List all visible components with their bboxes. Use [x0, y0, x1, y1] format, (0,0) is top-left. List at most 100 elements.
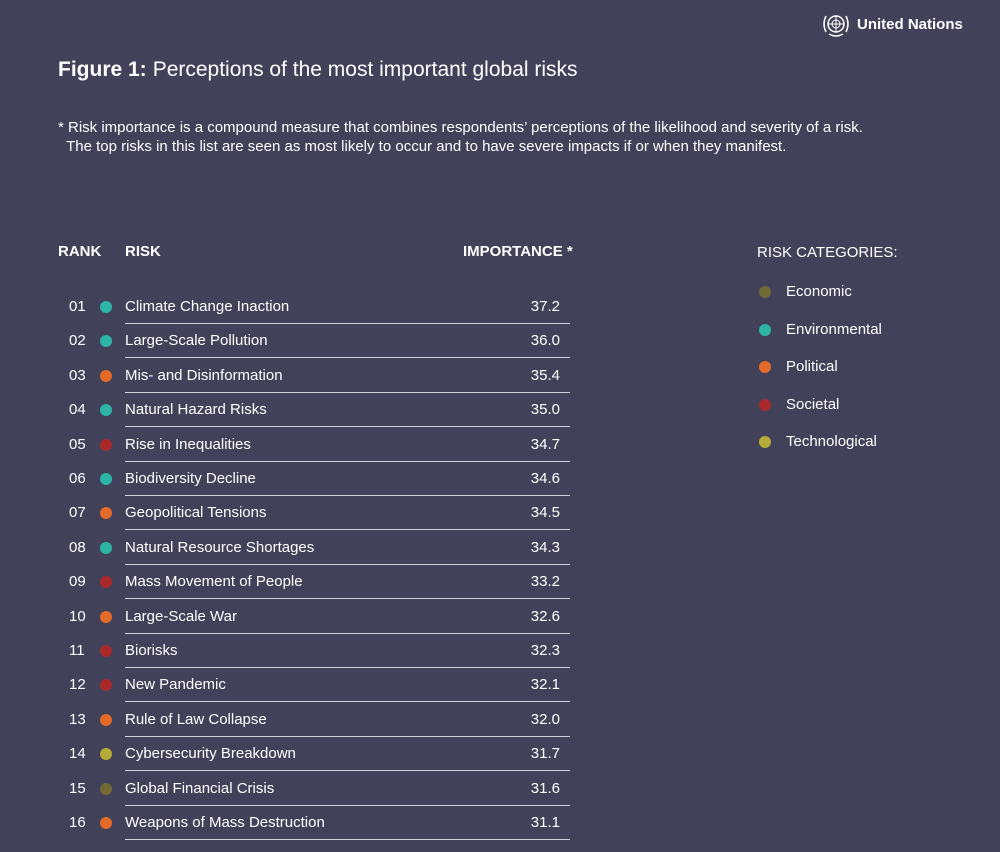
rank-cell: 08 — [69, 538, 86, 556]
risk-cell: Geopolitical Tensions — [125, 504, 267, 522]
risk-cell: Cybersecurity Breakdown — [125, 745, 296, 763]
category-dot — [100, 576, 112, 589]
row-divider — [125, 391, 570, 393]
risk-cell: Natural Hazard Risks — [125, 401, 267, 419]
importance-cell: 33.2 — [530, 573, 560, 591]
risk-cell: Biodiversity Decline — [125, 470, 256, 487]
row-divider — [125, 804, 570, 806]
importance-cell: 34.7 — [530, 435, 560, 453]
legend-dot — [759, 361, 771, 373]
risk-cell: Mis- and Disinformation — [125, 366, 283, 384]
risk-cell: Biorisks — [125, 642, 178, 659]
legend-dot — [759, 323, 771, 336]
importance-cell: 32.6 — [530, 607, 560, 625]
table-row: 05 Rise in Inequalities 34.7 — [58, 428, 570, 462]
un-logo: United Nations — [820, 10, 963, 38]
legend-label: Technological — [786, 433, 877, 450]
category-dot — [100, 473, 112, 485]
table-row: 10 Large-Scale War 32.6 — [58, 600, 570, 634]
rank-cell: 14 — [69, 745, 86, 763]
table-row: 04 Natural Hazard Risks 35.0 — [58, 393, 570, 428]
risk-cell: Global Financial Crisis — [125, 779, 275, 797]
category-dot — [100, 507, 112, 520]
legend-dot — [759, 436, 771, 448]
importance-cell: 34.3 — [530, 538, 560, 556]
category-dot — [100, 748, 112, 761]
importance-cell: 34.6 — [530, 470, 560, 487]
category-dot — [100, 404, 112, 417]
rank-cell: 03 — [69, 366, 86, 384]
table-row: 16 Weapons of Mass Destruction 31.1 — [58, 806, 570, 840]
risk-cell: Rise in Inequalities — [125, 435, 251, 453]
rank-cell: 13 — [69, 710, 86, 728]
column-header-risk: RISK — [125, 243, 161, 260]
importance-cell: 32.1 — [530, 676, 560, 694]
category-dot — [100, 679, 112, 692]
row-divider — [125, 495, 570, 496]
rank-cell: 07 — [69, 504, 86, 522]
table-row: 12 New Pandemic 32.1 — [58, 668, 570, 703]
category-dot — [100, 541, 112, 554]
importance-cell: 31.7 — [530, 745, 560, 763]
legend-dot — [759, 398, 771, 411]
rank-cell: 04 — [69, 401, 86, 419]
table-row: 07 Geopolitical Tensions 34.5 — [58, 496, 570, 531]
row-divider — [125, 632, 570, 634]
row-divider — [125, 839, 570, 840]
category-dot — [100, 645, 112, 657]
row-divider — [125, 701, 570, 703]
category-dot — [100, 782, 112, 795]
column-header-importance: IMPORTANCE * — [463, 243, 573, 260]
row-divider — [125, 529, 570, 531]
table-row: 03 Mis- and Disinformation 35.4 — [58, 359, 570, 393]
table-row: 14 Cybersecurity Breakdown 31.7 — [58, 737, 570, 772]
table-row: 01 Climate Change Inaction 37.2 — [58, 290, 570, 324]
row-divider — [125, 426, 570, 428]
rank-cell: 09 — [69, 573, 86, 591]
importance-cell: 35.0 — [530, 401, 560, 419]
rank-cell: 02 — [69, 332, 86, 350]
risk-cell: Weapons of Mass Destruction — [125, 814, 325, 831]
legend-label: Economic — [786, 283, 852, 300]
category-dot — [100, 301, 112, 313]
category-dot — [100, 335, 112, 348]
row-divider — [125, 667, 570, 668]
table-row: 15 Global Financial Crisis 31.6 — [58, 772, 570, 806]
category-dot — [100, 817, 112, 829]
figure-title: Figure 1: Perceptions of the most importa… — [58, 58, 578, 82]
row-divider — [125, 323, 570, 324]
legend-dot — [759, 286, 771, 298]
row-divider — [125, 735, 570, 737]
rank-cell: 16 — [69, 814, 86, 831]
risk-cell: Large-Scale War — [125, 607, 237, 625]
legend-label: Environmental — [786, 320, 882, 338]
un-emblem-icon — [823, 15, 849, 37]
table-row: 08 Natural Resource Shortages 34.3 — [58, 531, 570, 565]
row-divider — [125, 770, 570, 772]
row-divider — [125, 460, 570, 462]
row-divider — [125, 563, 570, 565]
risk-cell: New Pandemic — [125, 676, 226, 694]
rank-cell: 15 — [69, 779, 86, 797]
risk-cell: Climate Change Inaction — [125, 298, 290, 315]
importance-cell: 36.0 — [530, 332, 560, 350]
org-name: United Nations — [857, 15, 963, 33]
column-header-rank: RANK — [58, 243, 102, 260]
rank-cell: 12 — [69, 676, 86, 694]
rank-cell: 01 — [69, 298, 86, 315]
legend-label: Societal — [786, 395, 840, 413]
importance-cell: 34.5 — [530, 504, 560, 522]
importance-cell: 31.1 — [530, 814, 560, 831]
legend-label: Political — [786, 358, 838, 375]
importance-cell: 35.4 — [530, 366, 560, 384]
importance-cell: 37.2 — [530, 298, 560, 315]
rank-cell: 11 — [69, 642, 85, 659]
category-dot — [100, 610, 112, 623]
row-divider — [125, 357, 570, 359]
risk-cell: Natural Resource Shortages — [125, 538, 315, 556]
table-row: 13 Rule of Law Collapse 32.0 — [58, 703, 570, 737]
table-row: 09 Mass Movement of People 33.2 — [58, 565, 570, 600]
importance-cell: 31.6 — [530, 779, 560, 797]
footnote: * Risk importance is a compound measure … — [58, 119, 863, 155]
rank-cell: 05 — [69, 435, 86, 453]
